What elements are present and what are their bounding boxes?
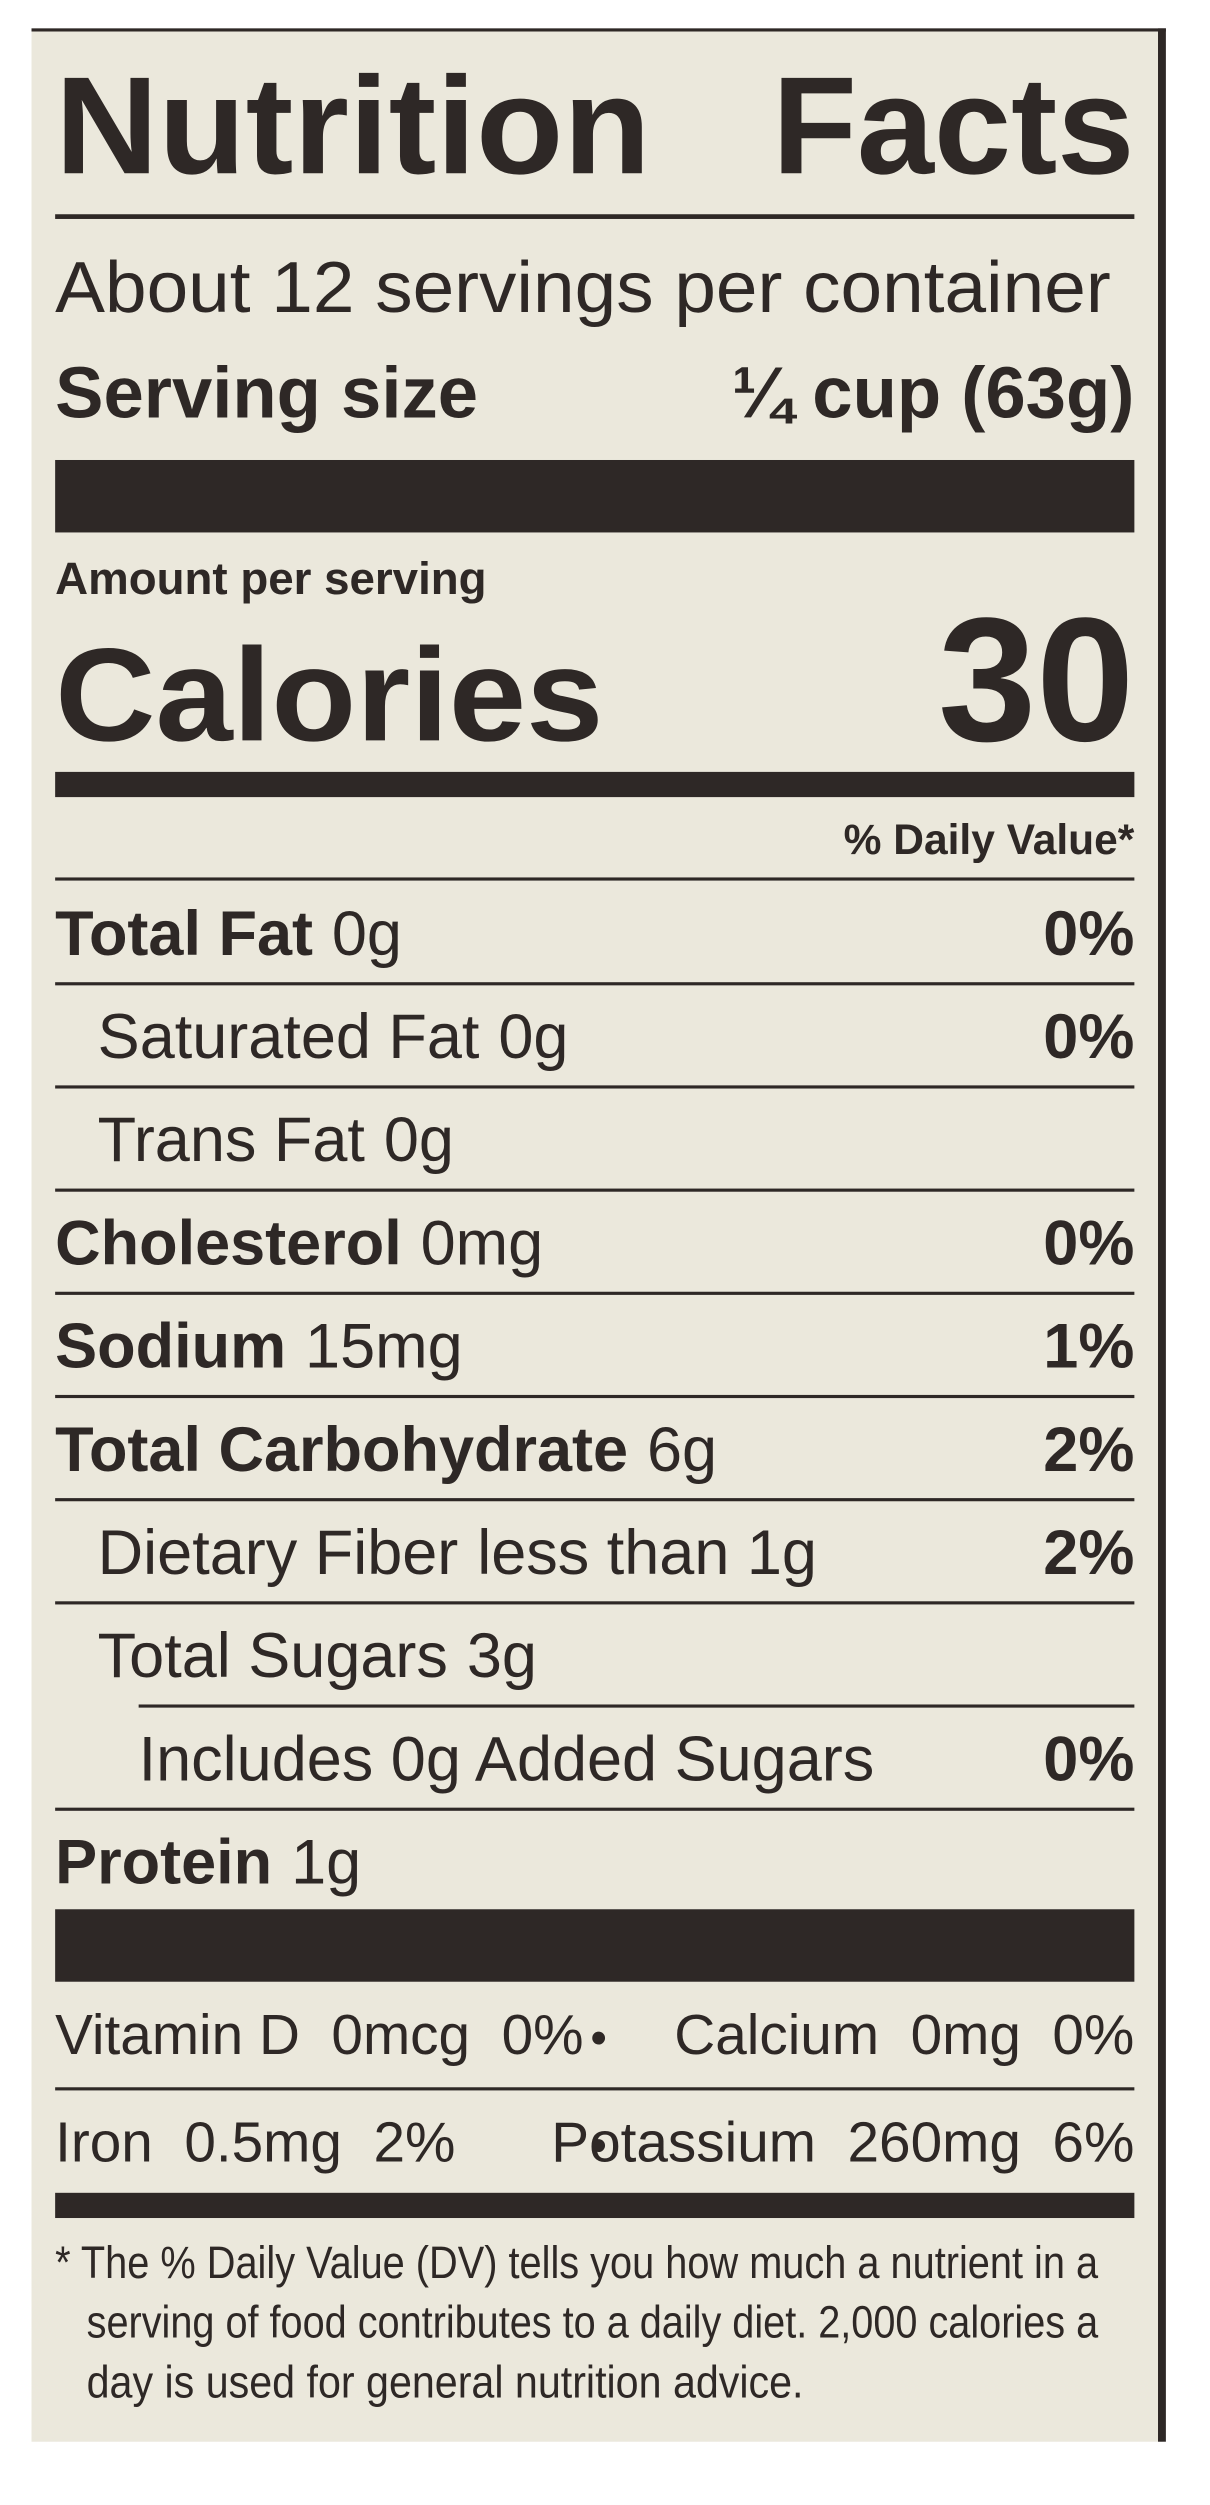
rule — [138, 1704, 1135, 1708]
nutrient-dv: 0% — [1043, 899, 1134, 969]
rule — [55, 1291, 1135, 1295]
nutrient-amount: less than 1g — [477, 1518, 817, 1588]
rule — [55, 1394, 1135, 1399]
nutrient-name: Includes 0g Added Sugars — [139, 1724, 875, 1794]
rule — [55, 1085, 1135, 1089]
footnote-line: * The % Daily Value (DV) tells you how m… — [55, 2237, 1099, 2288]
rule — [55, 982, 1135, 986]
vitamin-separator: • — [590, 2119, 607, 2172]
nutrient-row: Cholesterol 0mg — [55, 1208, 543, 1278]
nutrient-row: Trans Fat 0g — [98, 1105, 454, 1175]
nutrient-name: Dietary Fiber — [98, 1518, 459, 1588]
rule — [55, 1188, 1135, 1192]
panel-top — [31, 28, 1166, 32]
nutrient-row: Sodium 15mg — [55, 1312, 463, 1382]
dv-header: % Daily Value* — [844, 816, 1135, 864]
amount-label: Amount per serving — [55, 553, 486, 604]
nutrient-amount: 0g — [384, 1105, 454, 1175]
nutrient-row: Dietary Fiber less than 1g — [98, 1518, 817, 1588]
nutrient-dv: 2% — [1043, 1518, 1134, 1588]
nutrient-row: Total Sugars 3g — [98, 1621, 537, 1691]
nutrient-name: Protein — [55, 1828, 272, 1898]
vitamin-separator: • — [590, 2012, 607, 2065]
panel-edge — [1158, 28, 1166, 2442]
nutrient-row: Total Fat 0g — [55, 899, 402, 969]
nutrient-dv: 0% — [1043, 1724, 1134, 1794]
nutrient-name: Total Carbohydrate — [55, 1415, 628, 1485]
serving-size-value: ¼ cup (63g) — [732, 352, 1135, 433]
nutrient-name: Sodium — [55, 1312, 286, 1382]
title: Facts — [772, 49, 1134, 203]
servings: About 12 servings per container — [55, 247, 1111, 328]
footnote-line: serving of food contributes to a daily d… — [87, 2297, 1099, 2348]
serving-size-label: Serving size — [55, 352, 478, 433]
label-panel — [31, 28, 1163, 2442]
nutrient-name: Cholesterol — [55, 1208, 402, 1278]
rule — [55, 1601, 1135, 1605]
nutrient-name: Total Fat — [55, 899, 313, 969]
vitamin-left: Iron 0.5mg 2% — [55, 2111, 455, 2174]
medium-bar — [55, 2192, 1135, 2219]
thick-bar — [55, 459, 1135, 533]
calories-value: 30 — [938, 581, 1134, 778]
nutrient-amount: 1g — [291, 1828, 361, 1898]
nutrient-name: Trans Fat — [98, 1105, 366, 1175]
nutrient-dv: 2% — [1043, 1415, 1134, 1485]
rule — [55, 2087, 1135, 2091]
calories-label: Calories — [55, 621, 603, 769]
footnote-line: day is used for general nutrition advice… — [87, 2357, 804, 2408]
medium-bar — [55, 771, 1135, 798]
nutrient-row: Saturated Fat 0g — [98, 1002, 569, 1072]
nutrient-amount: 0g — [332, 899, 402, 969]
nutrient-dv: 0% — [1043, 1208, 1134, 1278]
nutrient-name: Saturated Fat — [98, 1002, 480, 1072]
nutrient-amount: 3g — [467, 1621, 537, 1691]
nutrient-amount: 0mg — [421, 1208, 544, 1278]
nutrient-amount: 6g — [647, 1415, 717, 1485]
nutrient-name: Total Sugars — [98, 1621, 448, 1691]
rule — [55, 1807, 1135, 1811]
title: Nutrition — [55, 49, 651, 203]
rule — [55, 1498, 1135, 1502]
vitamin-left: Vitamin D 0mcg 0% — [55, 2004, 583, 2067]
nutrient-amount: 0g — [498, 1002, 568, 1072]
nutrient-row: Includes 0g Added Sugars — [139, 1724, 875, 1794]
nutrient-amount: 15mg — [305, 1312, 463, 1382]
rule — [55, 877, 1135, 881]
nutrient-dv: 1% — [1043, 1312, 1134, 1382]
vitamin-right: Potassium 260mg 6% — [551, 2111, 1134, 2174]
vitamin-right: Calcium 0mg 0% — [674, 2004, 1134, 2067]
nutrient-dv: 0% — [1043, 1002, 1134, 1072]
nutrient-row: Protein 1g — [55, 1828, 361, 1898]
rule — [55, 214, 1135, 219]
nutrient-row: Total Carbohydrate 6g — [55, 1415, 717, 1485]
thick-bar — [55, 1909, 1135, 1982]
